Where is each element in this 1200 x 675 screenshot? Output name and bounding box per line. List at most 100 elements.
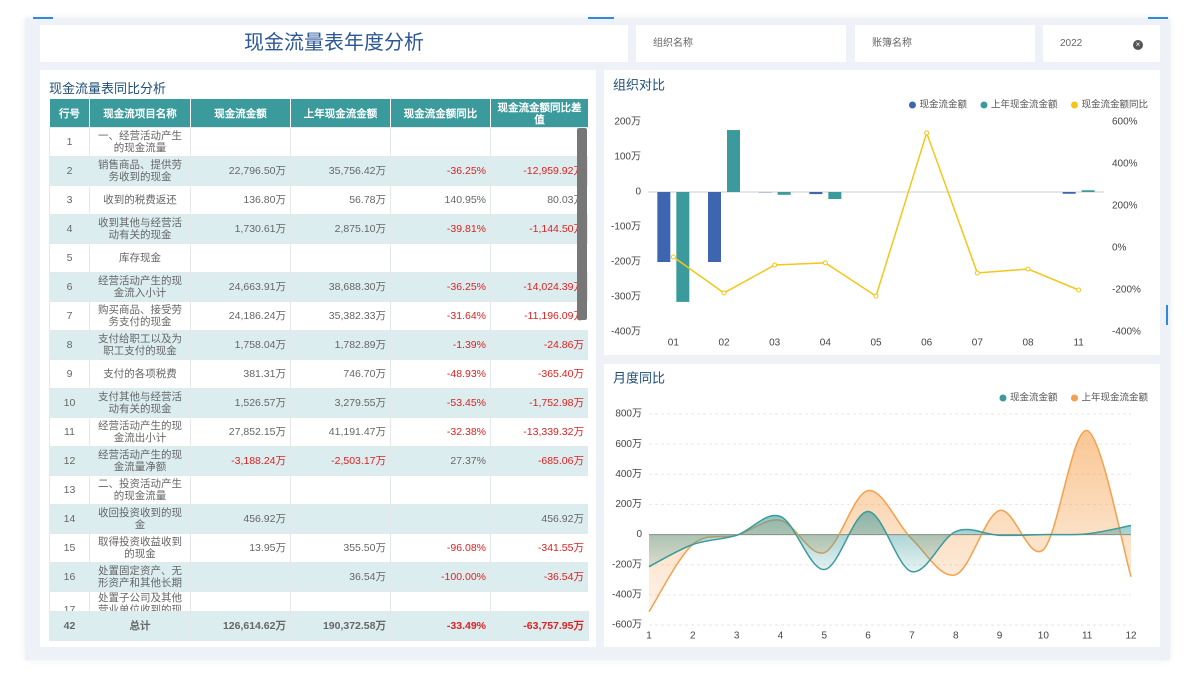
y2-tick-label: -400% — [1112, 327, 1141, 338]
y-tick-label: -200万 — [612, 559, 642, 570]
x-tick-label: 3 — [734, 631, 740, 642]
cell: 1 — [49, 127, 90, 157]
cell: 24,663.91万 — [190, 272, 291, 302]
table-row: 16 处置固定资产、无形资产和其他长期 36.54万 -100.00% -36.54万 — [49, 562, 588, 592]
cell: 取得投资收益收到的现金 — [89, 533, 191, 563]
cell: 27.37% — [390, 446, 491, 476]
table-row: 3 收到的税费返还 136.80万 56.78万 140.95% 80.03万 — [49, 185, 588, 215]
cell: -48.93% — [390, 359, 491, 389]
cell: 456.92万 — [490, 504, 588, 534]
column-header: 现金流金额同比差值 — [490, 98, 589, 129]
legend-label: 现金流金额 — [1010, 392, 1058, 404]
column-header: 行号 — [49, 98, 90, 129]
page-title: 现金流量表年度分析 — [40, 25, 628, 62]
accent — [588, 17, 614, 19]
clear-button[interactable]: × — [1133, 40, 1143, 50]
table-row: 5 库存现金 — [49, 243, 588, 273]
x-tick-label: 9 — [997, 631, 1003, 642]
legend-marker — [1070, 101, 1078, 109]
line-point — [822, 260, 828, 266]
cell — [490, 243, 588, 273]
bar — [657, 192, 671, 262]
cell: 3,279.55万 — [290, 388, 391, 418]
bar — [1081, 190, 1095, 192]
book-filter[interactable]: 账簿名称 — [855, 25, 1035, 62]
line — [648, 510, 1132, 573]
line-point — [670, 254, 676, 260]
line-point — [1076, 287, 1082, 293]
line-point — [873, 293, 879, 299]
table-row: 6 经营活动产生的现金流入小计 24,663.91万 38,688.30万 -36.25… — [49, 272, 588, 302]
bar — [777, 192, 791, 195]
cell: 13.95万 — [190, 533, 291, 563]
cell: 经营活动产生的现金流出小计 — [89, 417, 191, 447]
table-title: 现金流量表同比分析 — [49, 81, 167, 96]
line-point — [721, 290, 727, 296]
cell — [490, 127, 588, 157]
x-tick-label: 06 — [921, 338, 933, 349]
y-tick-label: -400万 — [611, 327, 641, 338]
y2-tick-label: -200% — [1112, 285, 1141, 296]
cell: 10 — [49, 388, 90, 418]
x-tick-label: 7 — [909, 631, 915, 642]
accent — [33, 17, 53, 19]
x-tick-label: 01 — [668, 338, 680, 349]
cell: 381.31万 — [190, 359, 291, 389]
x-tick-label: 10 — [1038, 631, 1050, 642]
cell: -32.38% — [390, 417, 491, 447]
cell: -100.00% — [390, 562, 491, 592]
cell — [490, 591, 588, 611]
cell: -1,144.50万 — [490, 214, 588, 244]
cell: 12 — [49, 446, 90, 476]
table-row: 13 二、投资活动产生的现金流量 — [49, 475, 588, 505]
y-tick-label: 100万 — [614, 152, 641, 163]
cell: -341.55万 — [490, 533, 588, 563]
cell: 经营活动产生的现金流量净额 — [89, 446, 191, 476]
scrollbar[interactable] — [577, 128, 587, 320]
line-point — [924, 130, 930, 136]
x-tick-label: 02 — [718, 338, 730, 349]
legend-marker — [908, 101, 916, 109]
table-row: 14 收回投资收到的现金 456.92万 456.92万 — [49, 504, 588, 534]
cell: 1,782.89万 — [290, 330, 391, 360]
x-tick-label: 08 — [1022, 338, 1034, 349]
total-row: 42 总计 126,614.62万 190,372.58万 -33.49% -63,757… — [49, 611, 589, 641]
cell: 处置子公司及其他营业单位收到的现金 — [89, 591, 191, 611]
x-tick-label: 07 — [972, 338, 984, 349]
x-tick-label: 8 — [953, 631, 959, 642]
chart-title: 月度同比 — [613, 370, 665, 385]
cell: 1,730.61万 — [190, 214, 291, 244]
y2-tick-label: 600% — [1112, 117, 1138, 128]
y-tick-label: -600万 — [612, 620, 642, 631]
chart-panel — [604, 70, 1160, 355]
total-cell: 126,614.62万 — [190, 611, 291, 641]
cell: 35,756.42万 — [290, 156, 391, 186]
bar — [809, 192, 823, 195]
bar — [1062, 192, 1076, 194]
bar — [708, 192, 721, 262]
org-filter[interactable]: 组织名称 — [636, 25, 846, 62]
legend-label: 现金流金额 — [919, 99, 967, 111]
cell: 41,191.47万 — [290, 417, 391, 447]
y-tick-label: -100万 — [611, 222, 641, 233]
total-cell: -63,757.95万 — [490, 611, 589, 641]
cell: 456.92万 — [190, 504, 291, 534]
cell — [190, 562, 291, 592]
cell: -24.86万 — [490, 330, 588, 360]
x-tick-label: 04 — [820, 338, 832, 349]
cell: 8 — [49, 330, 90, 360]
x-tick-label: 05 — [870, 338, 882, 349]
y2-tick-label: 200% — [1112, 201, 1138, 212]
cell: 2 — [49, 156, 90, 186]
cell: -12,959.92万 — [490, 156, 588, 186]
cell: 6 — [49, 272, 90, 302]
cell: 14 — [49, 504, 90, 534]
x-tick-label: 03 — [769, 338, 781, 349]
cell: -14,024.39万 — [490, 272, 588, 302]
cell: -1.39% — [390, 330, 491, 360]
accent — [1148, 17, 1168, 19]
table-row: 4 收到其他与经营活动有关的现金 1,730.61万 2,875.10万 -39.81%… — [49, 214, 588, 244]
y2-tick-label: 400% — [1112, 159, 1138, 170]
table-row: 9 支付的各项税费 381.31万 746.70万 -48.93% -365.40万 — [49, 359, 588, 389]
cell: -13,339.32万 — [490, 417, 588, 447]
